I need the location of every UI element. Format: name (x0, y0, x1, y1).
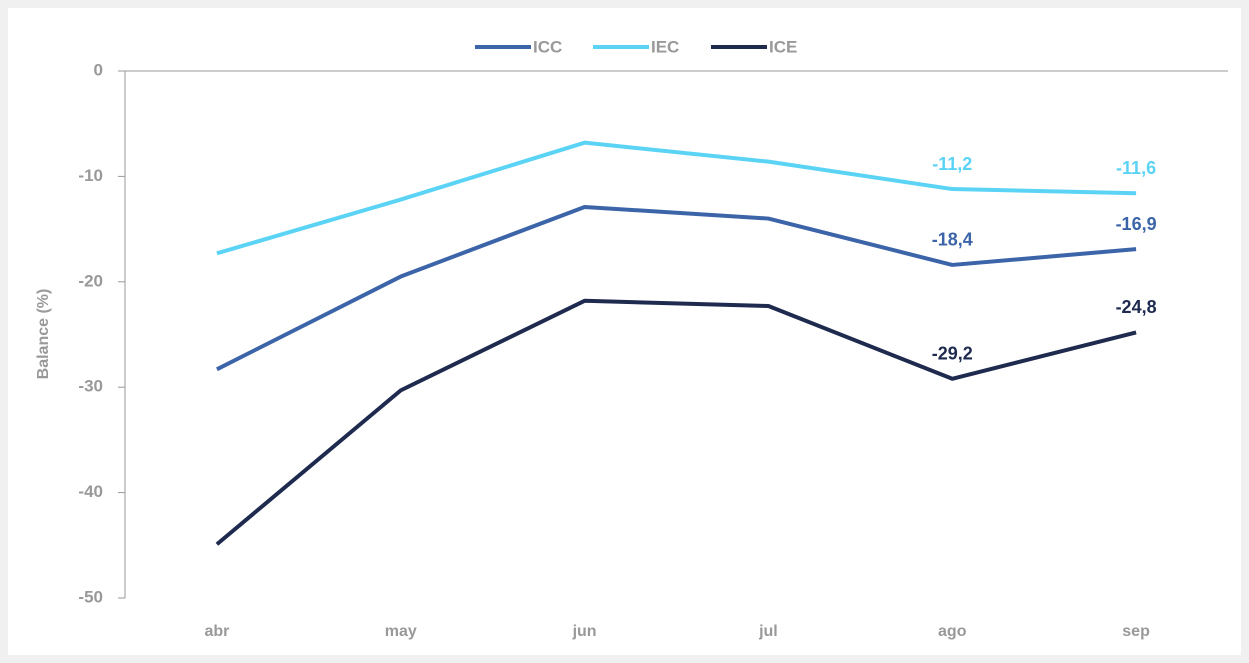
y-tick-label: 0 (94, 60, 103, 79)
legend-label: IEC (651, 37, 679, 56)
legend-label: ICC (533, 37, 562, 56)
line-series (216, 140, 1137, 256)
y-axis-label: Balance (%) (35, 289, 52, 380)
x-tick-label: jun (572, 623, 597, 640)
data-label: -18,4 (932, 230, 973, 250)
y-tick-label: -10 (78, 166, 103, 185)
y-tick-label: -50 (78, 587, 103, 606)
x-tick-label: may (385, 623, 417, 640)
legend-label: ICE (769, 37, 797, 56)
data-label: -11,6 (1116, 158, 1156, 178)
data-label: -29,2 (932, 344, 973, 364)
y-tick-label: -40 (78, 482, 103, 501)
x-tick-label: jul (758, 623, 778, 640)
y-tick-label: -30 (78, 377, 103, 396)
line-series (216, 204, 1137, 372)
x-tick-label: sep (1122, 623, 1150, 640)
x-tick-label: ago (938, 623, 967, 640)
data-label: -11,2 (932, 154, 972, 174)
x-tick-label: abr (204, 623, 229, 640)
data-label: -16,9 (1116, 214, 1157, 234)
line-series (215, 298, 1137, 546)
data-label: -24,8 (1116, 297, 1157, 317)
y-tick-label: -20 (78, 271, 103, 290)
